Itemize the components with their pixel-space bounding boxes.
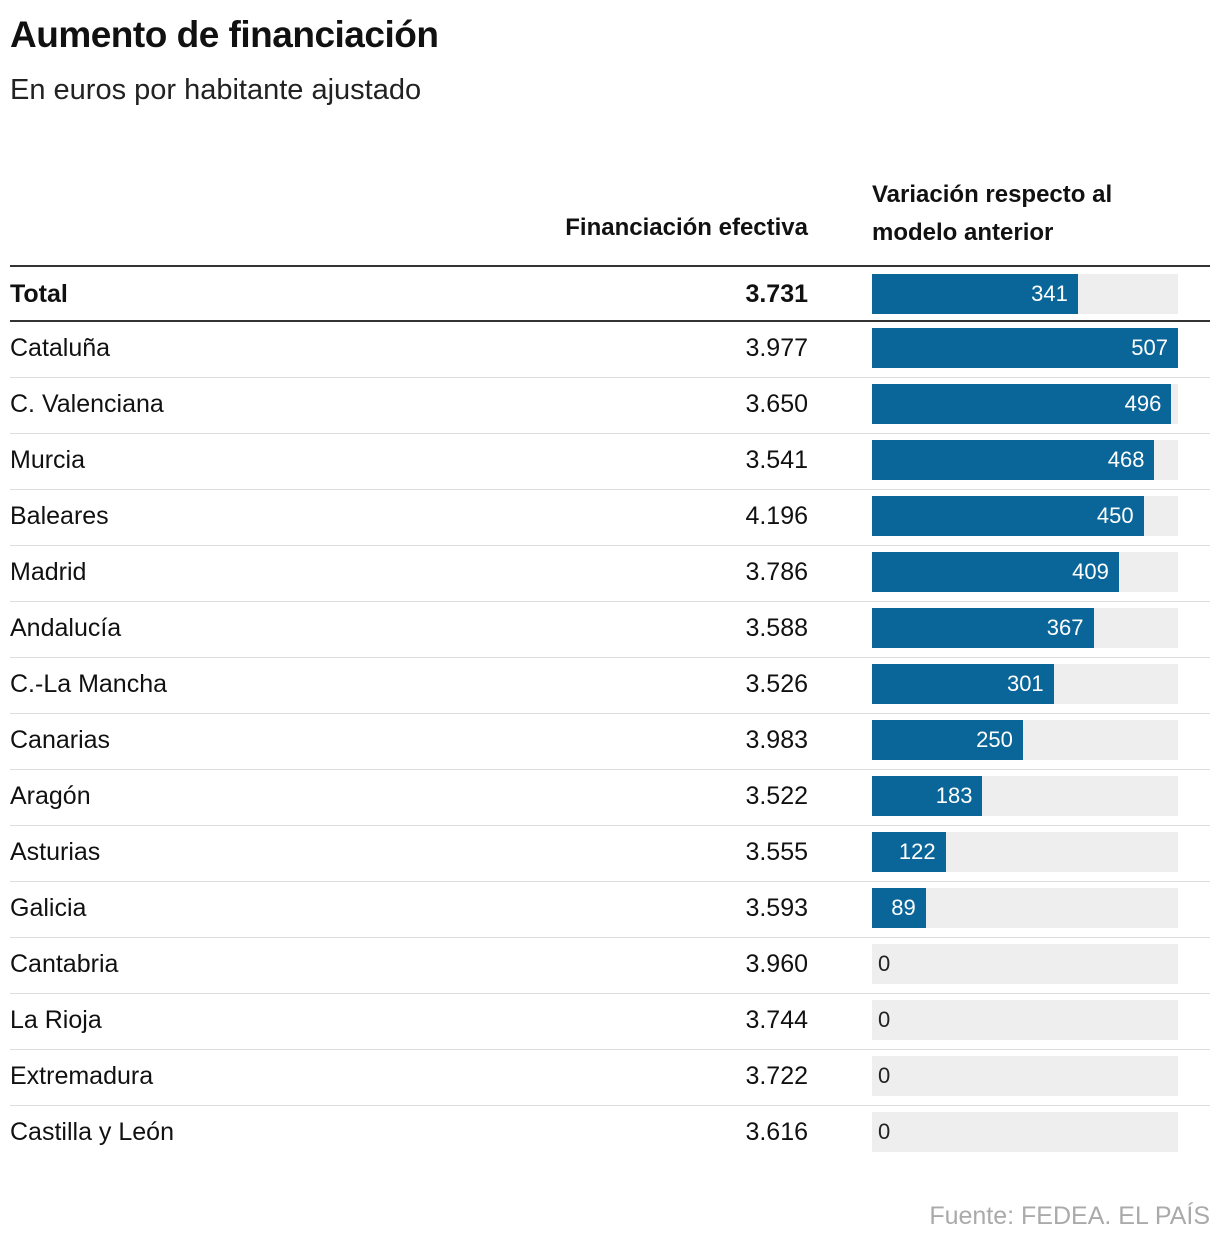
row-name: C.-La Mancha [10, 670, 168, 698]
financing: 3.786 [745, 558, 808, 586]
row-divider [10, 881, 1210, 882]
rule [10, 320, 1210, 322]
source: Fuente: FEDEA. EL PAÍS [929, 1202, 1210, 1230]
title: Aumento de financiación [10, 14, 439, 55]
financing: 3.541 [745, 446, 808, 474]
row-divider [10, 377, 1210, 378]
row-divider [10, 489, 1210, 490]
bar [872, 832, 946, 872]
bar [872, 384, 1172, 424]
financing: 3.731 [745, 280, 808, 308]
value-label: 0 [878, 1063, 891, 1088]
financing: 3.616 [745, 1118, 808, 1146]
rule [10, 265, 1210, 267]
row-name: La Rioja [10, 1006, 102, 1034]
bar [872, 664, 1054, 704]
financing: 3.744 [745, 1006, 808, 1034]
bar [872, 496, 1144, 536]
financing: 3.960 [745, 950, 808, 978]
row-name: Aragón [10, 782, 91, 810]
bar [872, 720, 1023, 760]
financing: 3.593 [745, 894, 808, 922]
value-label: 301 [1006, 671, 1044, 696]
financing: 3.722 [745, 1062, 808, 1090]
row-name: Cantabria [10, 950, 119, 978]
row-name: Total [10, 280, 68, 308]
row-divider [10, 993, 1210, 994]
value-label: 0 [878, 1119, 891, 1144]
bar [872, 274, 1078, 314]
financing: 3.983 [745, 726, 808, 754]
bar-track [872, 1000, 1178, 1040]
row-divider [10, 825, 1210, 826]
column-header: Financiación efectiva [565, 214, 808, 241]
row-name: C. Valenciana [10, 390, 164, 418]
value-label: 341 [1031, 281, 1068, 306]
row-divider [10, 1105, 1210, 1106]
row-divider [10, 937, 1210, 938]
row-name: Cataluña [10, 334, 111, 362]
row-name: Baleares [10, 502, 109, 530]
financing: 3.526 [745, 670, 808, 698]
row-divider [10, 713, 1210, 714]
bar [872, 552, 1119, 592]
financing: 3.522 [745, 782, 808, 810]
value-label: 450 [1096, 503, 1134, 528]
column-header: Variación respecto al modelo anterior [872, 181, 1113, 246]
row-name: Castilla y León [10, 1118, 174, 1146]
row-name: Extremadura [10, 1062, 154, 1090]
row-divider [10, 545, 1210, 546]
bar-track [872, 1112, 1178, 1152]
row-name: Madrid [10, 558, 87, 586]
row-name: Asturias [10, 838, 101, 866]
bar [872, 328, 1178, 368]
row-divider [10, 1049, 1210, 1050]
value-label: 122 [898, 839, 936, 864]
value-label: 409 [1072, 559, 1109, 584]
row-divider [10, 769, 1210, 770]
subtitle: En euros por habitante ajustado [10, 74, 422, 106]
bar-track [872, 1056, 1178, 1096]
value-label: 0 [878, 951, 891, 976]
value-label: 367 [1046, 615, 1084, 640]
row-name: Galicia [10, 894, 87, 922]
bar [872, 776, 983, 816]
value-label: 468 [1107, 447, 1145, 472]
row-divider [10, 601, 1210, 602]
financing: 3.650 [745, 390, 808, 418]
value-label: 507 [1131, 335, 1168, 360]
financing: 3.588 [745, 614, 808, 642]
value-label: 183 [935, 783, 973, 808]
financing: 3.555 [745, 838, 808, 866]
bar [872, 608, 1094, 648]
value-label: 496 [1124, 391, 1162, 416]
financing: 4.196 [745, 502, 808, 530]
value-label: 89 [891, 895, 916, 920]
bar [872, 888, 926, 928]
row-divider [10, 657, 1210, 658]
row-divider [10, 433, 1210, 434]
value-label: 0 [878, 1007, 891, 1032]
row-name: Canarias [10, 726, 111, 754]
bar-track [872, 944, 1178, 984]
financing: 3.977 [745, 334, 808, 362]
row-name: Andalucía [10, 614, 122, 642]
bar [872, 440, 1155, 480]
value-label: 250 [976, 727, 1013, 752]
row-name: Murcia [10, 446, 86, 474]
